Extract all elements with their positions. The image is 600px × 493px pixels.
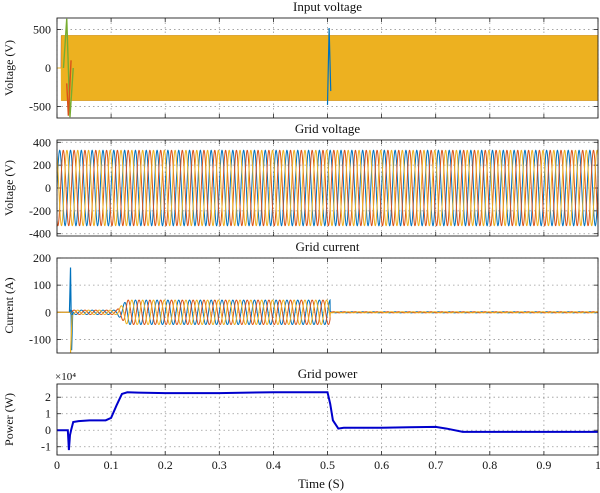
y-tick-label: -400 (29, 227, 51, 241)
axes-frame (56, 383, 599, 456)
x-tick-label: 0.7 (428, 458, 443, 472)
series-line-0 (57, 391, 598, 451)
y-tick-label: 0 (45, 305, 51, 319)
panel-0: -500 0 500 Input voltage Voltage (V) (2, 0, 599, 119)
transient-line (66, 60, 72, 116)
y-tick-label: 400 (33, 135, 51, 149)
y-tick-label: -200 (29, 204, 51, 218)
panel-title: Grid current (296, 239, 360, 254)
y-axis-label: Voltage (V) (2, 40, 16, 96)
series-group (57, 18, 598, 118)
y-scale-label: ×10⁴ (55, 371, 76, 383)
x-tick-label: 0.5 (320, 458, 335, 472)
y-tick-label: 0 (45, 181, 51, 195)
axes-frame (56, 17, 599, 119)
series-line-3 (62, 18, 74, 118)
axes-frame (56, 257, 599, 354)
x-tick-label: 0.1 (104, 458, 119, 472)
transient-line (326, 27, 332, 105)
x-axis-label: Time (S) (298, 476, 344, 491)
y-tick-label: 100 (33, 278, 51, 292)
y-tick-label: -500 (29, 99, 51, 113)
series-line-1 (57, 149, 598, 227)
y-tick-label: 200 (33, 251, 51, 265)
y-tick-label: -100 (29, 332, 51, 346)
x-tick-label: 0.6 (374, 458, 389, 472)
y-tick-label: 1 (45, 407, 51, 421)
series-line-0 (57, 149, 598, 227)
x-tick-label: 0.9 (536, 458, 551, 472)
x-tick-label: 0.4 (266, 458, 281, 472)
panel-title: Grid power (298, 366, 358, 381)
y-axis-label: Power (W) (2, 393, 16, 446)
x-tick-label: 0.2 (158, 458, 173, 472)
x-tick-label: 0 (54, 458, 60, 472)
x-tick-label: 0.8 (482, 458, 497, 472)
current-spike (68, 267, 74, 351)
series-group (57, 391, 598, 451)
series-line-2 (57, 299, 598, 326)
x-tick-label: 1 (595, 458, 600, 472)
current-spike (69, 314, 73, 353)
series-line-2 (57, 149, 598, 227)
y-tick-label: 500 (33, 23, 51, 37)
y-tick-label: 200 (33, 158, 51, 172)
x-tick-label: 0.3 (212, 458, 227, 472)
y-axis-label: Voltage (V) (2, 160, 16, 216)
y-tick-label: 2 (45, 390, 51, 404)
panel-1: -400 -200 0 200 400 Grid voltage Voltage (V) (2, 121, 599, 241)
series-group (57, 149, 598, 227)
axes-frame (56, 139, 599, 237)
panel-title: Grid voltage (295, 121, 361, 136)
y-tick-label: 0 (45, 61, 51, 75)
y-tick-label: 0 (45, 423, 51, 437)
y-tick-label: -1 (41, 440, 51, 454)
panel-title: Input voltage (293, 0, 362, 14)
series-group (57, 267, 598, 353)
panel-2: -100 0 100 200 Grid current Current (A) (2, 239, 599, 354)
y-axis-label: Current (A) (2, 277, 16, 333)
